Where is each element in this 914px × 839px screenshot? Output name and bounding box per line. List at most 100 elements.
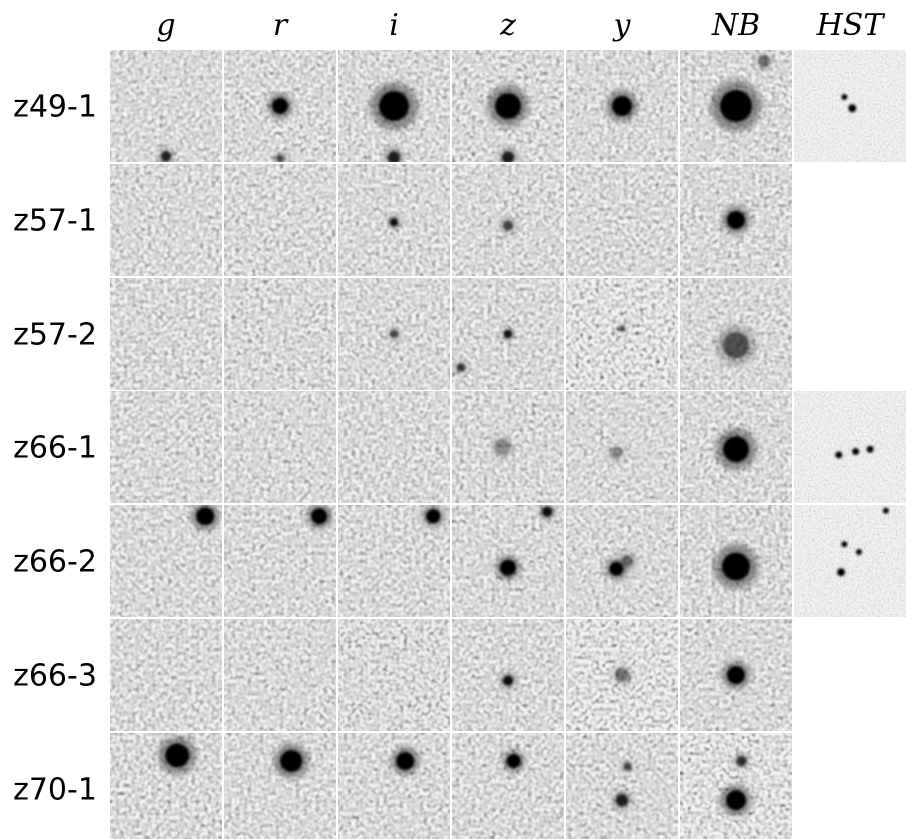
source xyxy=(454,361,468,374)
stamp-noise xyxy=(794,505,906,617)
stamp-noise xyxy=(224,278,336,390)
row-label: z70-1 xyxy=(13,773,97,808)
source xyxy=(606,90,638,122)
source xyxy=(618,551,638,571)
row-label: z57-1 xyxy=(13,204,97,239)
source xyxy=(617,323,627,334)
source-core xyxy=(388,151,400,162)
source xyxy=(837,568,846,577)
source xyxy=(387,215,401,229)
stamp xyxy=(338,619,450,731)
stamp-noise xyxy=(224,391,336,503)
source xyxy=(715,428,757,471)
source xyxy=(733,753,750,769)
stamp xyxy=(224,278,336,390)
stamp xyxy=(794,50,906,162)
source xyxy=(158,736,197,775)
source xyxy=(502,749,525,773)
source xyxy=(754,51,774,71)
source-core xyxy=(390,218,398,227)
source xyxy=(500,217,516,234)
stamp xyxy=(110,164,222,276)
stamp xyxy=(680,164,792,276)
source-core xyxy=(456,363,465,372)
source-core xyxy=(280,750,303,772)
source xyxy=(267,93,293,119)
row-label: z66-1 xyxy=(13,431,97,466)
source xyxy=(710,80,762,132)
source xyxy=(384,147,404,162)
column-header: NB xyxy=(711,8,760,43)
source-core xyxy=(616,794,628,807)
source xyxy=(715,324,757,367)
stamp xyxy=(338,391,450,503)
row-label: z66-3 xyxy=(13,659,97,694)
source xyxy=(841,541,848,548)
source-core xyxy=(623,762,632,771)
stamp xyxy=(224,505,336,617)
source-core xyxy=(720,90,752,122)
source xyxy=(721,205,751,235)
source-core xyxy=(272,98,288,114)
source-core xyxy=(723,436,749,463)
source xyxy=(387,327,401,341)
stamp xyxy=(110,50,222,162)
column-header: z xyxy=(499,8,516,43)
stamp-noise xyxy=(110,391,222,503)
stamp-noise xyxy=(110,164,222,276)
source xyxy=(852,447,860,455)
row-label: z49-1 xyxy=(13,90,97,125)
source-core xyxy=(736,756,747,766)
stamp-noise xyxy=(110,278,222,390)
source-core xyxy=(161,151,171,162)
source xyxy=(390,746,420,776)
source-core xyxy=(758,55,770,68)
source-core xyxy=(727,666,745,684)
stamp xyxy=(452,733,564,839)
source xyxy=(487,85,529,127)
source-core xyxy=(390,330,398,338)
column-header: g xyxy=(156,8,175,43)
source-core xyxy=(426,509,441,524)
stamp-noise xyxy=(794,391,906,503)
stamp-noise xyxy=(338,391,450,503)
source xyxy=(495,554,521,581)
stamp-grid xyxy=(110,50,906,839)
row-label: z57-2 xyxy=(13,318,97,353)
stamp xyxy=(794,391,906,503)
source xyxy=(273,743,309,779)
stamp xyxy=(110,619,222,731)
source-core xyxy=(542,506,553,517)
source-core xyxy=(276,154,284,162)
source xyxy=(721,660,751,690)
source-core xyxy=(311,508,328,525)
stamp xyxy=(566,733,678,839)
stamp-noise xyxy=(338,733,450,839)
source-core xyxy=(379,91,409,121)
source-core xyxy=(619,325,625,332)
stamp xyxy=(680,278,792,390)
stamp xyxy=(338,278,450,390)
stamp xyxy=(794,505,906,617)
source-core xyxy=(503,220,513,231)
source-core xyxy=(503,675,513,686)
source xyxy=(866,445,874,453)
source-core xyxy=(196,507,215,526)
source xyxy=(539,505,556,520)
source xyxy=(273,152,287,162)
labels: g r i z y NB HST z49-1 z57-1 z57-2 z66-1 z66-2 z66-3… xyxy=(13,8,885,808)
stamp xyxy=(566,164,678,276)
source xyxy=(489,434,516,460)
source xyxy=(882,507,889,514)
stamp xyxy=(224,619,336,731)
source-core xyxy=(500,559,516,576)
source-core xyxy=(504,330,512,338)
source xyxy=(190,505,220,531)
stamp xyxy=(566,619,678,731)
source xyxy=(158,148,174,162)
source-core xyxy=(615,668,629,682)
source xyxy=(612,790,632,810)
source xyxy=(855,549,862,556)
stamp xyxy=(224,733,336,839)
column-header: i xyxy=(389,8,399,43)
